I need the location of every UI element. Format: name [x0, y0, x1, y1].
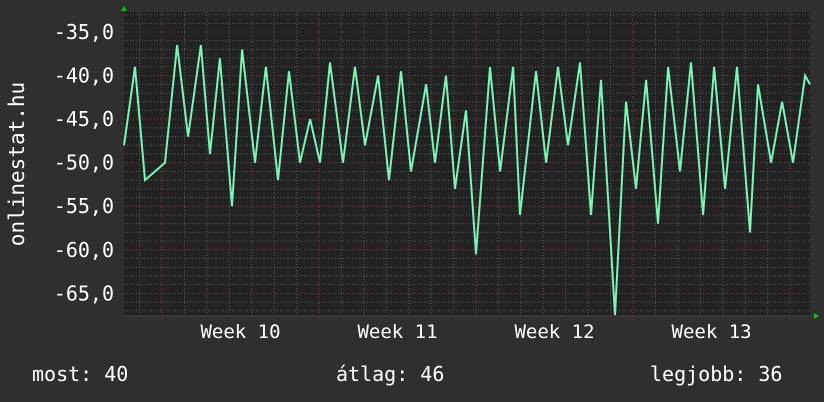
legend-best: legjobb: 36 — [650, 362, 783, 386]
x-axis-arrow-icon — [814, 313, 819, 319]
data-series-line — [123, 44, 811, 316]
y-tick-label: -45,0 — [54, 107, 114, 131]
y-tick-label: -60,0 — [54, 238, 114, 262]
y-tick-label: -50,0 — [54, 151, 114, 175]
plot-area — [124, 12, 810, 316]
x-tick-label: Week 12 — [514, 321, 594, 343]
y-tick-label: -55,0 — [54, 194, 114, 218]
y-tick-label: -65,0 — [54, 281, 114, 305]
x-tick-label: Week 11 — [357, 321, 437, 343]
y-tick-label: -35,0 — [54, 20, 114, 44]
legend-average: átlag: 46 — [336, 362, 445, 386]
x-tick-label: Week 13 — [672, 321, 752, 343]
legend-current: most: 40 — [32, 362, 129, 386]
x-tick-label: Week 10 — [200, 321, 280, 343]
y-tick-label: -40,0 — [54, 64, 114, 88]
y-axis-arrow-icon — [121, 6, 127, 11]
y-axis-label: onlinestat.hu — [5, 82, 29, 246]
